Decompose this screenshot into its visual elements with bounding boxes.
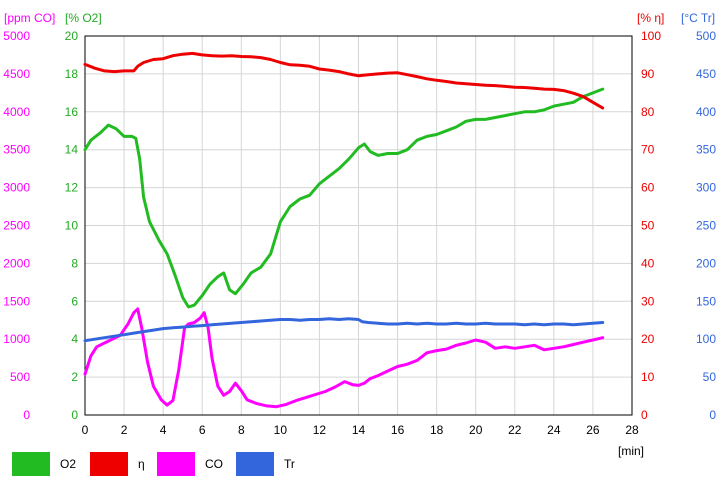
eta-axis-label: [% η] [637,11,664,25]
o2-tick-label: 0 [71,408,78,422]
co-axis-label: [ppm CO] [4,11,55,25]
tr-legend-label: Tr [284,457,295,471]
co-tick-label: 0 [23,408,30,422]
o2-tick-label: 12 [65,181,79,195]
tr-tick-label: 450 [696,67,716,81]
plot-frame [84,35,633,416]
series-lines [83,51,605,409]
eta-tick-label: 30 [641,294,655,308]
eta-tick-label: 100 [641,29,661,43]
co-legend-label: CO [205,457,223,471]
co-tick-label: 5000 [3,29,30,43]
co-tick-label: 500 [10,370,30,384]
co-tick-label: 1500 [3,294,30,308]
series-tr-line [83,317,605,343]
co-tick-label: 3000 [3,181,30,195]
x-tick-label: 0 [82,423,89,437]
o2-tick-label: 6 [71,294,78,308]
legend-item-eta: η [90,451,145,477]
x-tick-label: 4 [160,423,167,437]
eta-legend-swatch [90,452,128,476]
co-legend-swatch [157,452,195,476]
tr-legend-swatch [236,452,274,476]
legend-item-co: CO [157,451,223,477]
series-co-line [83,307,605,409]
grid [85,36,632,415]
o2-legend-label: O2 [60,457,77,471]
o2-legend-swatch [12,452,50,476]
tr-axis-label: [°C Tr] [681,11,715,25]
eta-legend-label: η [138,457,145,471]
co-tick-label: 2000 [3,256,30,270]
legend-item-tr: Tr [236,451,295,477]
eta-tick-label: 90 [641,67,655,81]
eta-tick-label: 40 [641,256,655,270]
series-o2-line [83,87,605,309]
x-tick-label: 12 [313,423,327,437]
o2-tick-label: 2 [71,370,78,384]
tr-tick-label: 0 [709,408,716,422]
o2-axis-label: [% O2] [65,11,102,25]
x-axis-unit-label: [min] [618,444,644,458]
tr-tick-label: 300 [696,181,716,195]
o2-tick-label: 16 [65,105,79,119]
tr-tick-label: 50 [703,370,717,384]
eta-tick-label: 70 [641,143,655,157]
eta-tick-label: 10 [641,370,655,384]
x-tick-label: 6 [199,423,206,437]
eta-tick-label: 0 [641,408,648,422]
tr-tick-label: 100 [696,332,716,346]
x-tick-label: 26 [586,423,600,437]
co-tick-label: 4000 [3,105,30,119]
o2-tick-label: 10 [65,219,79,233]
eta-tick-label: 60 [641,181,655,195]
o2-tick-label: 20 [65,29,79,43]
x-tick-label: 16 [391,423,405,437]
axis-labels: [ppm CO] [% O2] [% η] [°C Tr] [min] [4,11,715,458]
x-tick-label: 22 [508,423,522,437]
co-tick-label: 2500 [3,219,30,233]
o2-tick-label: 4 [71,332,78,346]
x-tick-label: 18 [430,423,444,437]
x-tick-label: 10 [274,423,288,437]
x-tick-label: 24 [547,423,561,437]
legend-item-o2: O2 [12,451,76,477]
tr-tick-label: 250 [696,219,716,233]
tr-tick-label: 400 [696,105,716,119]
series-eta-line [83,51,605,110]
eta-tick-label: 80 [641,105,655,119]
tr-tick-label: 200 [696,256,716,270]
co-tick-label: 1000 [3,332,30,346]
x-tick-label: 2 [121,423,128,437]
o2-tick-label: 18 [65,67,79,81]
co-tick-label: 3500 [3,143,30,157]
x-tick-label: 14 [352,423,366,437]
tr-tick-label: 350 [696,143,716,157]
o2-tick-label: 14 [65,143,79,157]
o2-tick-label: 8 [71,256,78,270]
eta-tick-label: 50 [641,219,655,233]
co-tick-label: 4500 [3,67,30,81]
x-tick-label: 20 [469,423,483,437]
tick-labels: 0500100015002000250030003500400045005000… [3,29,716,437]
tr-tick-label: 150 [696,294,716,308]
tr-tick-label: 500 [696,29,716,43]
x-tick-label: 28 [625,423,639,437]
eta-tick-label: 20 [641,332,655,346]
x-tick-label: 8 [238,423,245,437]
